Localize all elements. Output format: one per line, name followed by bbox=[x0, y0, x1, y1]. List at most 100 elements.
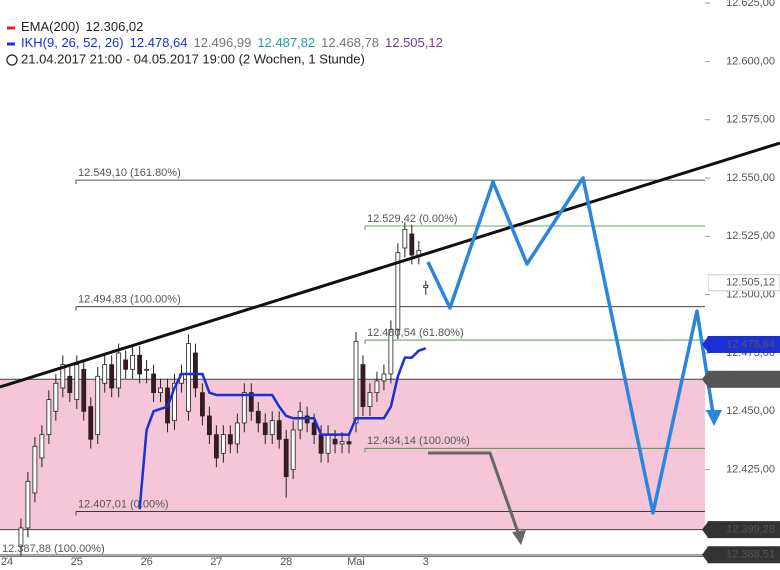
candle-body bbox=[144, 368, 149, 371]
y-tick-label: 12.425,00 bbox=[726, 464, 775, 476]
candle-body bbox=[339, 441, 345, 445]
candle-body bbox=[220, 434, 226, 454]
candle-body bbox=[381, 373, 387, 382]
level-label: 12.529,42 (0.00%) bbox=[367, 213, 458, 225]
candle-body bbox=[269, 420, 275, 436]
candle-body bbox=[283, 438, 289, 478]
legend-value: 12.306,02 bbox=[86, 19, 144, 34]
candle-body bbox=[137, 354, 143, 375]
forecast-drawings bbox=[0, 141, 780, 545]
candle-body bbox=[200, 392, 205, 417]
level-label: 12.434,14 (100.00%) bbox=[367, 435, 470, 447]
level-label: 12.549,10 (161.80%) bbox=[78, 167, 181, 179]
candle-body bbox=[60, 364, 66, 389]
legend-value: 12.496,99 bbox=[193, 35, 251, 50]
price-tag-label: 12.478,64 bbox=[726, 338, 775, 350]
y-tick-label: 12.525,00 bbox=[726, 230, 775, 242]
candle-body bbox=[318, 434, 324, 454]
candle-body bbox=[290, 429, 296, 471]
candle-body bbox=[207, 415, 212, 436]
candle-body bbox=[186, 343, 191, 412]
legend-value: 12.505,12 bbox=[385, 35, 443, 50]
price-tag-tip bbox=[702, 336, 708, 353]
candle-body bbox=[109, 364, 115, 389]
clock-icon bbox=[6, 54, 18, 66]
y-tick-label: 12.575,00 bbox=[726, 114, 775, 126]
x-tick-label: Mai bbox=[347, 556, 365, 568]
candle-body bbox=[395, 252, 401, 331]
candle-body bbox=[227, 434, 233, 445]
x-tick-label: 24 bbox=[1, 556, 13, 568]
legend-value: 12.468,78 bbox=[321, 35, 379, 50]
x-tick-label: 27 bbox=[210, 556, 222, 568]
candle-body bbox=[276, 420, 282, 440]
candle-body bbox=[102, 364, 108, 384]
price-tag-label: 12.388,51 bbox=[726, 549, 775, 561]
candle-body bbox=[346, 441, 352, 445]
candle-body bbox=[388, 329, 394, 375]
candle-body bbox=[158, 387, 163, 394]
candle-body bbox=[374, 380, 380, 394]
legend-swatch bbox=[7, 26, 15, 30]
candle-body bbox=[25, 480, 31, 529]
candle-body bbox=[325, 434, 331, 454]
x-tick-label: 28 bbox=[280, 556, 292, 568]
candle-body bbox=[18, 527, 24, 548]
ikh-line bbox=[138, 347, 427, 510]
y-tick-label: 12.500,00 bbox=[726, 289, 775, 301]
candle-body bbox=[46, 399, 52, 436]
legend-value: 12.478,64 bbox=[130, 35, 188, 50]
candle-body bbox=[360, 364, 366, 408]
x-tick-label: 3 bbox=[423, 556, 429, 568]
legend-name: EMA(200) bbox=[21, 19, 80, 34]
legend-name: IKH(9, 26, 52, 26) bbox=[21, 35, 124, 50]
candle-body bbox=[53, 382, 59, 412]
candle-body bbox=[248, 392, 254, 412]
candle-body bbox=[409, 233, 415, 256]
candle-body bbox=[116, 352, 122, 389]
candle-body bbox=[88, 406, 94, 440]
level-label: 12.387,88 (100.00%) bbox=[2, 543, 105, 555]
price-tag-tip bbox=[702, 371, 708, 388]
level-label: 12.494,83 (100.00%) bbox=[78, 294, 181, 306]
price-tag-label: 12.399,28 bbox=[726, 524, 775, 536]
price-tag-tip bbox=[702, 546, 708, 563]
x-tick-label: 25 bbox=[71, 556, 83, 568]
candle-body bbox=[241, 392, 247, 424]
candle-body bbox=[353, 340, 359, 424]
y-tick-label: 12.625,00 bbox=[726, 0, 775, 9]
candle-body bbox=[81, 368, 87, 412]
candle-body bbox=[130, 354, 136, 370]
level-label: 12.480,54 (61.80%) bbox=[367, 327, 464, 339]
candle-body bbox=[39, 434, 45, 459]
arrow-head bbox=[706, 410, 722, 426]
x-tick-label: 26 bbox=[140, 556, 152, 568]
candle-body bbox=[74, 364, 80, 401]
zone bbox=[0, 379, 705, 530]
candle-body bbox=[95, 375, 101, 436]
trend-line bbox=[0, 141, 780, 389]
candle-body bbox=[172, 382, 177, 422]
arrow-head bbox=[512, 530, 526, 545]
candle-body bbox=[297, 410, 303, 431]
period: 21.04.2017 21:00 - 04.05.2017 19:00 (2 W… bbox=[21, 51, 365, 66]
candle-body bbox=[255, 410, 261, 424]
candle-body bbox=[402, 228, 408, 249]
candle-body bbox=[234, 422, 240, 445]
candle-body bbox=[193, 352, 198, 389]
legend-swatch bbox=[7, 42, 15, 46]
legend-value: 12.487,82 bbox=[257, 35, 315, 50]
level-label: 12.407,01 (0.00%) bbox=[78, 498, 169, 510]
forecast-path bbox=[426, 176, 716, 515]
price-tag-tip bbox=[702, 274, 708, 291]
candle-body bbox=[67, 375, 73, 394]
legend-entry: EMA(200) 12.306,02 bbox=[21, 19, 143, 34]
price-tag-tip bbox=[702, 521, 708, 538]
y-tick-label: 12.450,00 bbox=[726, 405, 775, 417]
legend-entry: IKH(9, 26, 52, 26) 12.478,64 12.496,99 12.4… bbox=[21, 35, 443, 50]
candle-body bbox=[213, 434, 219, 459]
price-tag-label: 12.505,12 bbox=[726, 277, 775, 289]
candle-body bbox=[332, 438, 338, 445]
candle-body bbox=[311, 422, 317, 436]
